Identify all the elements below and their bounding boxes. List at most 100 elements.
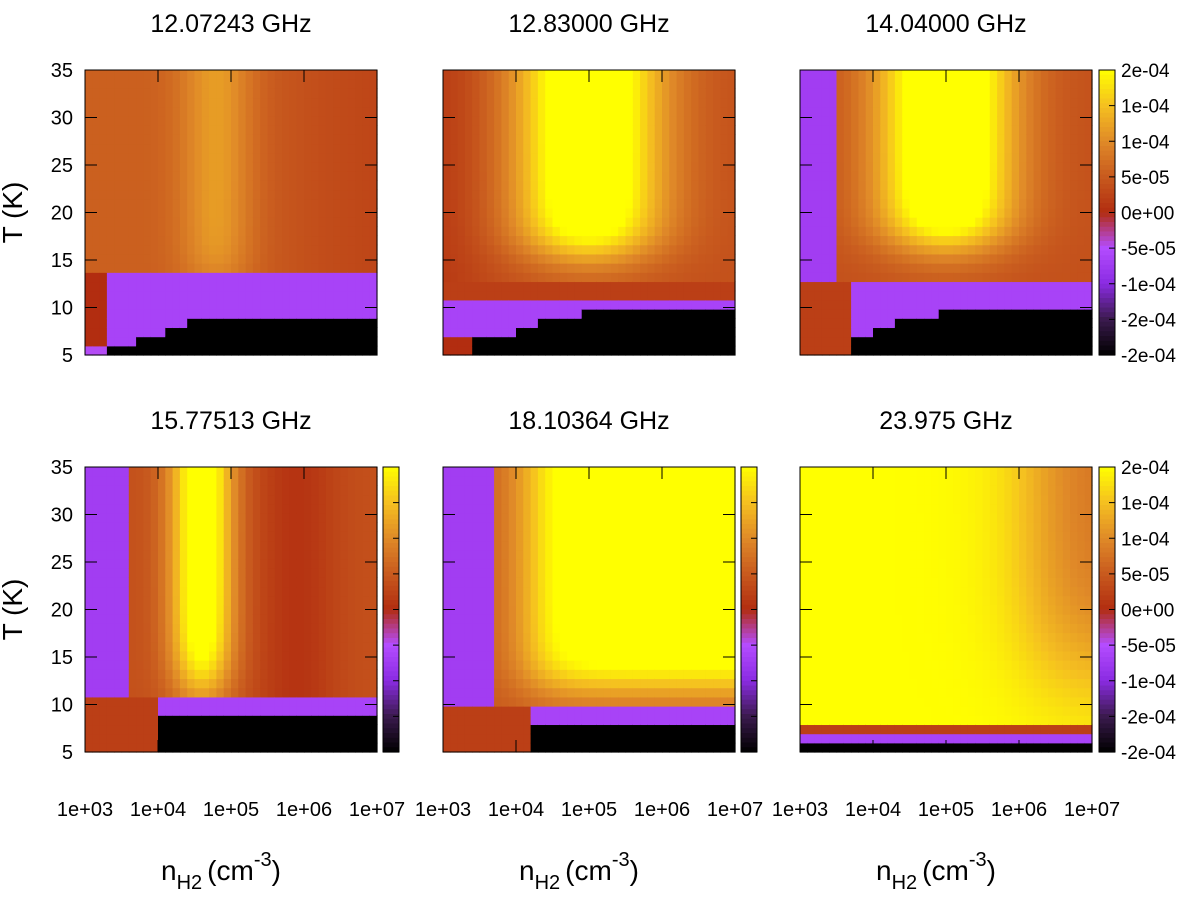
heatmap-cell: [1019, 171, 1027, 181]
heatmap-cell: [807, 318, 815, 328]
heatmap-cell: [669, 245, 677, 255]
heatmap-cell: [319, 715, 327, 725]
heatmap-cell: [567, 281, 575, 291]
heatmap-cell: [173, 559, 181, 569]
heatmap-cell: [567, 171, 575, 181]
heatmap-cell: [1026, 171, 1034, 181]
heatmap-cell: [880, 79, 888, 89]
heatmap-cell: [311, 660, 319, 670]
heatmap-cell: [626, 190, 634, 200]
heatmap-cell: [858, 263, 866, 273]
heatmap-cell: [633, 318, 641, 328]
heatmap-cell: [311, 596, 319, 606]
heatmap-cell: [699, 125, 707, 135]
heatmap-cell: [268, 245, 276, 255]
heatmap-cell: [122, 98, 130, 108]
heatmap-cell: [158, 171, 166, 181]
heatmap-cell: [939, 70, 947, 80]
heatmap-cell: [873, 254, 881, 264]
heatmap-cell: [647, 199, 655, 209]
heatmap-cell: [202, 605, 210, 615]
heatmap-cell: [297, 291, 305, 301]
heatmap-cell: [180, 190, 188, 200]
heatmap-cell: [1048, 254, 1056, 264]
heatmap-cell: [202, 660, 210, 670]
heatmap-cell: [275, 171, 283, 181]
heatmap-cell: [720, 318, 728, 328]
heatmap-cell: [355, 632, 363, 642]
heatmap-cell: [297, 190, 305, 200]
heatmap-cell: [582, 134, 590, 144]
heatmap-cell: [604, 134, 612, 144]
heatmap-cell: [728, 199, 736, 209]
heatmap-cell: [1085, 70, 1093, 80]
heatmap-cell: [355, 199, 363, 209]
heatmap-cell: [326, 596, 334, 606]
heatmap-cell: [224, 476, 232, 486]
heatmap-cell: [822, 162, 830, 172]
heatmap-cell: [231, 235, 239, 245]
heatmap-cell: [815, 180, 823, 190]
heatmap-cell: [1026, 337, 1034, 347]
heatmap-cell: [946, 300, 954, 310]
heatmap-cell: [822, 226, 830, 236]
heatmap-cell: [837, 125, 845, 135]
heatmap-cell: [815, 190, 823, 200]
heatmap-cell: [626, 208, 634, 218]
heatmap-cell: [494, 327, 502, 337]
heatmap-cell: [538, 180, 546, 190]
heatmap-cell: [304, 614, 312, 624]
heatmap-cell: [341, 522, 349, 532]
heatmap-cell: [531, 134, 539, 144]
heatmap-cell: [931, 153, 939, 163]
heatmap-cell: [202, 476, 210, 486]
heatmap-cell: [187, 495, 195, 505]
heatmap-cell: [684, 272, 692, 282]
heatmap-cell: [523, 337, 531, 347]
heatmap-cell: [604, 107, 612, 117]
heatmap-cell: [990, 217, 998, 227]
heatmap-cell: [165, 318, 173, 328]
heatmap-cell: [370, 79, 378, 89]
heatmap-cell: [180, 217, 188, 227]
heatmap-cell: [880, 98, 888, 108]
heatmap-cell: [180, 125, 188, 135]
heatmap-cell: [297, 88, 305, 98]
heatmap-cell: [362, 245, 370, 255]
heatmap-cell: [1019, 327, 1027, 337]
heatmap-cell: [362, 734, 370, 744]
heatmap-cell: [640, 171, 648, 181]
heatmap-cell: [238, 245, 246, 255]
heatmap-cell: [509, 226, 517, 236]
heatmap-cell: [143, 98, 151, 108]
heatmap-cell: [173, 513, 181, 523]
heatmap-cell: [129, 697, 137, 707]
heatmap-cell: [604, 125, 612, 135]
heatmap-cell: [501, 199, 509, 209]
heatmap-cell: [902, 134, 910, 144]
heatmap-cell: [114, 162, 122, 172]
heatmap-cell: [122, 291, 130, 301]
heatmap-cell: [939, 208, 947, 218]
heatmap-cell: [341, 235, 349, 245]
heatmap-cell: [669, 116, 677, 126]
heatmap-cell: [450, 171, 458, 181]
heatmap-cell: [326, 697, 334, 707]
heatmap-cell: [216, 217, 224, 227]
heatmap-cell: [165, 605, 173, 615]
heatmap-cell: [326, 318, 334, 328]
heatmap-cell: [195, 144, 203, 154]
heatmap-cell: [187, 125, 195, 135]
heatmap-cell: [567, 300, 575, 310]
heatmap-cell: [699, 346, 707, 356]
heatmap-cell: [100, 660, 108, 670]
heatmap-cell: [706, 235, 714, 245]
heatmap-cell: [1070, 134, 1078, 144]
heatmap-cell: [728, 107, 736, 117]
heatmap-cell: [596, 162, 604, 172]
heatmap-cell: [297, 669, 305, 679]
heatmap-cell: [538, 245, 546, 255]
heatmap-cell: [633, 327, 641, 337]
heatmap-cell: [902, 125, 910, 135]
heatmap-cell: [253, 522, 261, 532]
